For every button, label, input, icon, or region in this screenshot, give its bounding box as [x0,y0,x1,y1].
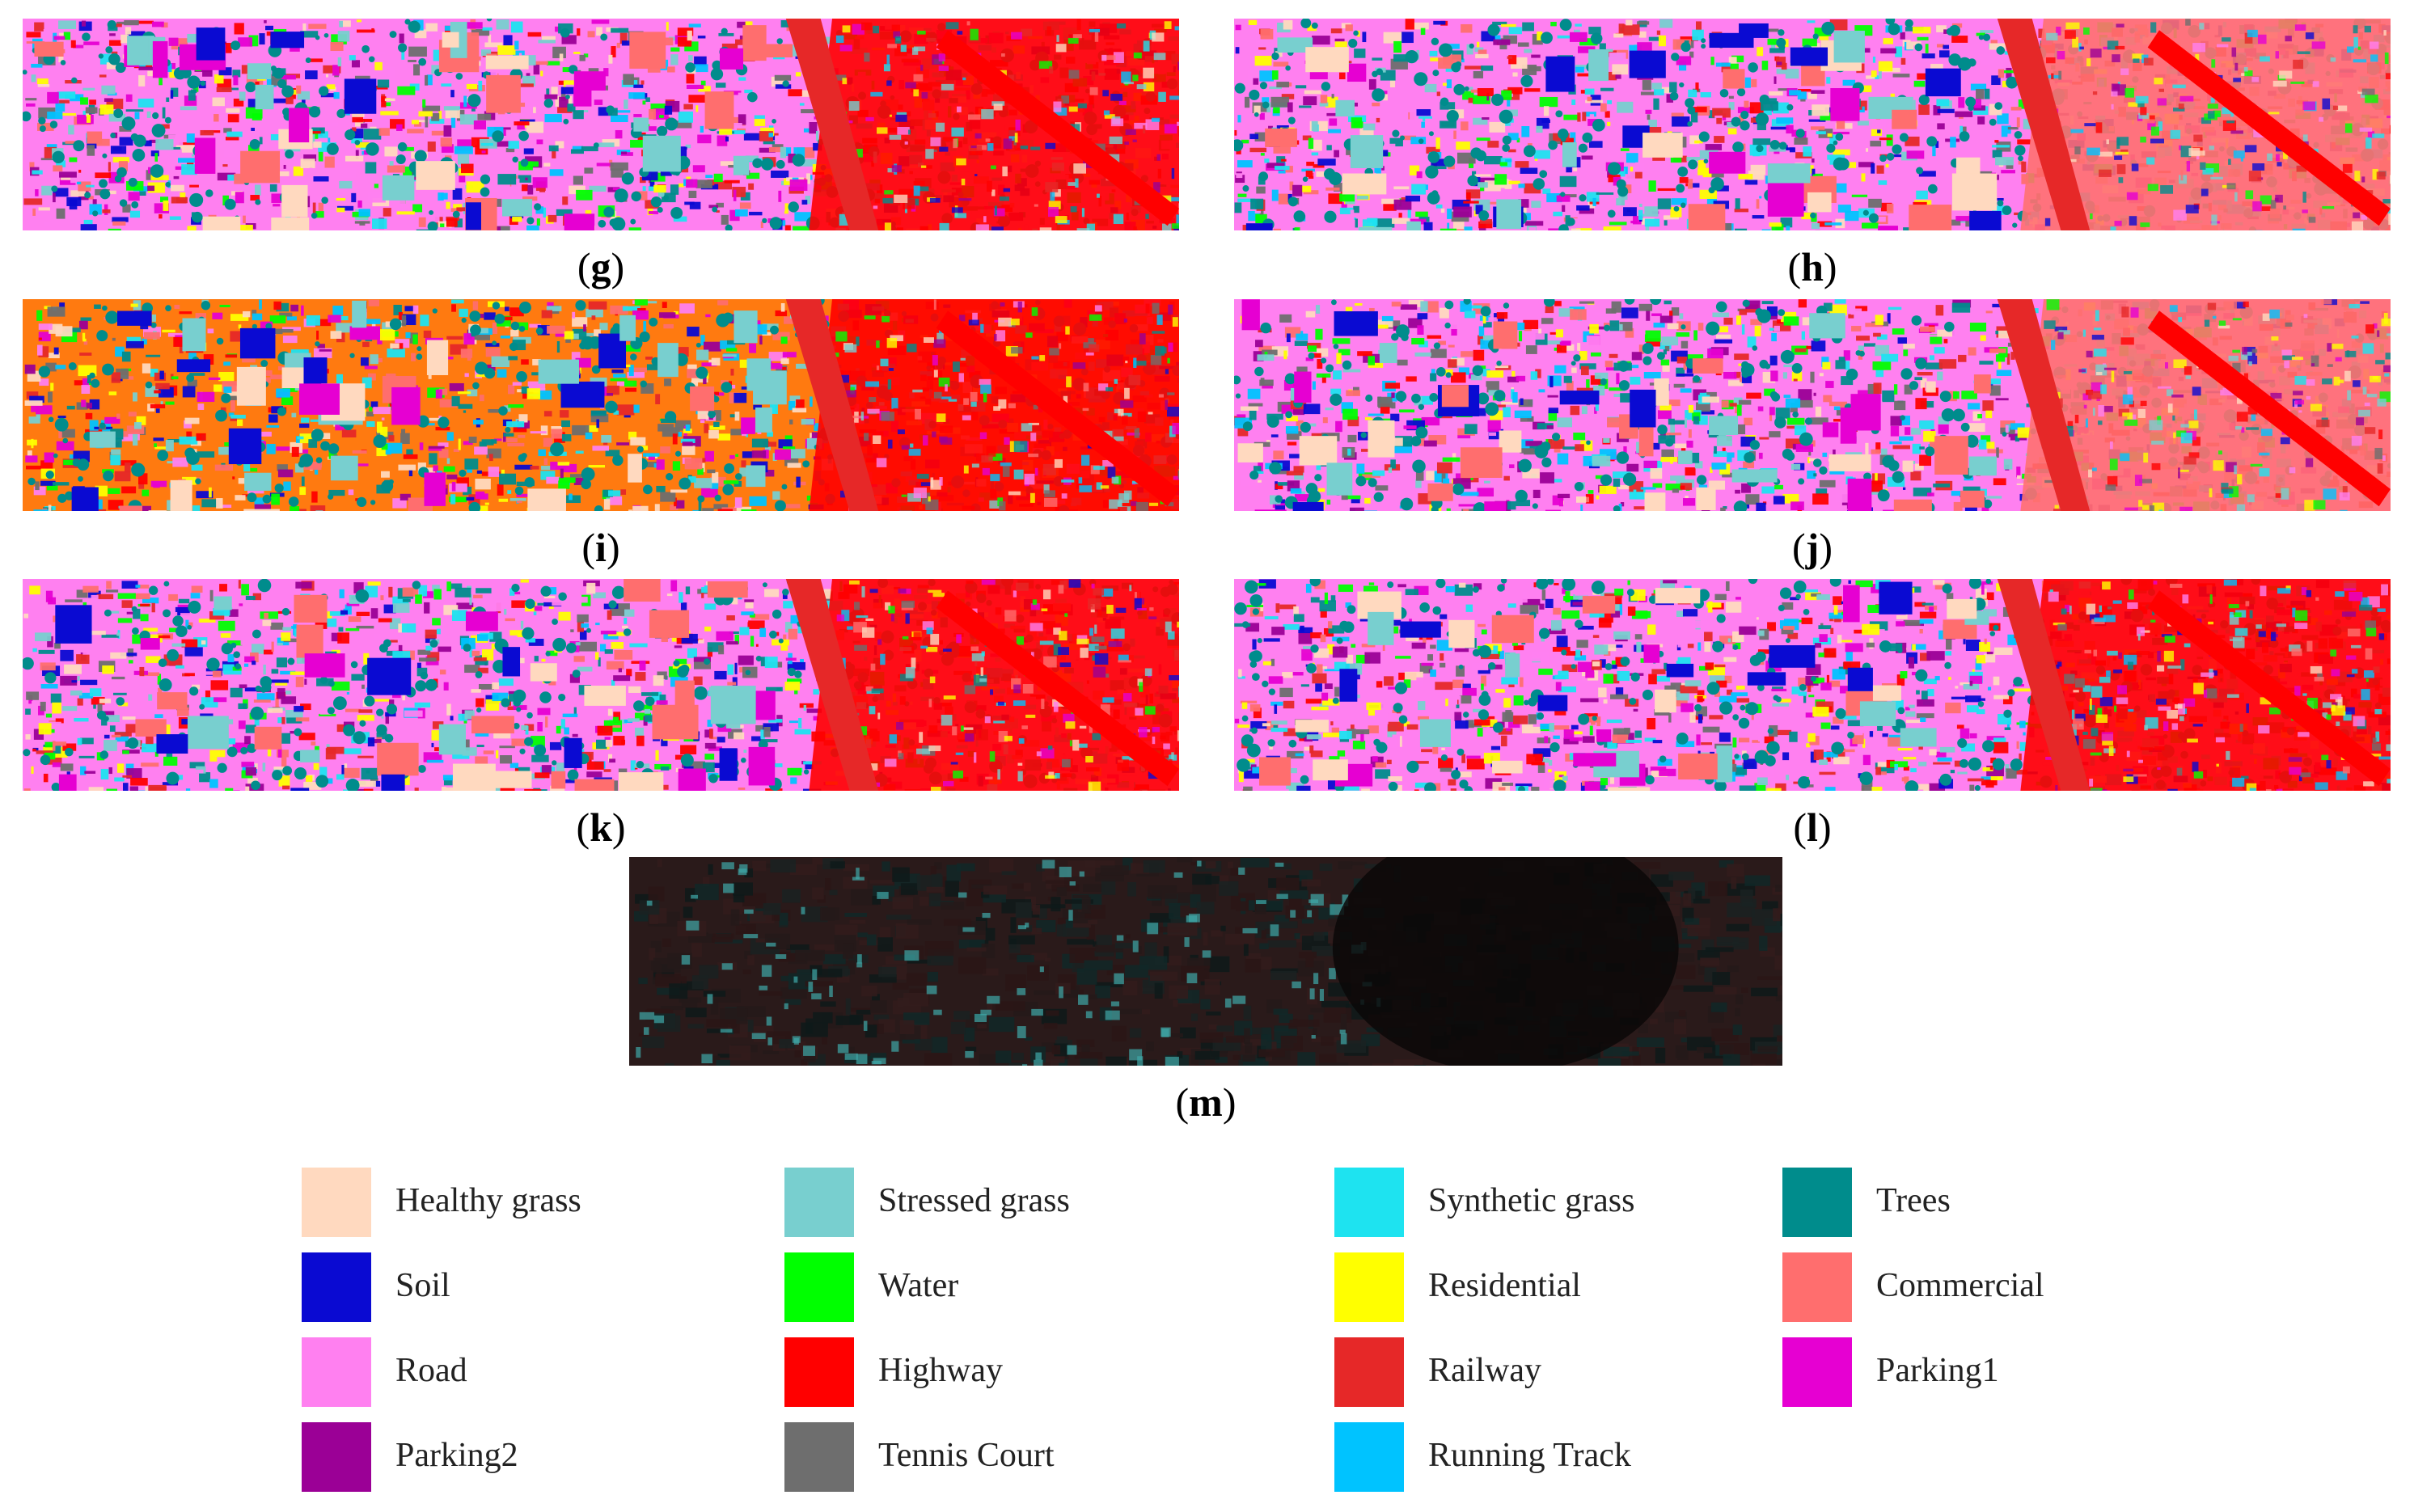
legend-swatch [784,1168,854,1237]
legend-label: Running Track [1428,1437,1631,1474]
legend-swatch [1334,1422,1404,1492]
map-panel-l [1234,579,2391,791]
legend-label: Commercial [1876,1267,2044,1304]
panel-letter: g [590,244,611,289]
legend-label: Highway [878,1352,1003,1389]
map-image-l [1234,579,2391,791]
legend-swatch [1782,1168,1852,1237]
legend-label: Railway [1428,1352,1541,1389]
legend-swatch [784,1252,854,1322]
panel-caption-g: (g) [577,244,625,289]
panel-caption-h: (h) [1787,244,1837,289]
legend-swatch [1334,1168,1404,1237]
legend-label: Trees [1876,1182,1951,1219]
legend-swatch [302,1422,371,1492]
legend-swatch [1782,1252,1852,1322]
legend-label: Tennis Court [878,1437,1055,1474]
panel-caption-j: (j) [1792,525,1833,570]
map-image-g [23,19,1179,230]
panel-letter: i [595,525,607,570]
panel-letter: j [1805,525,1820,570]
map-image-i [23,299,1179,511]
legend-label: Soil [395,1267,450,1304]
legend-swatch [302,1252,371,1322]
legend-swatch [302,1168,371,1237]
legend-swatch [784,1422,854,1492]
map-panel-i [23,299,1179,511]
panel-letter: h [1801,244,1824,289]
panel-caption-i: (i) [581,525,620,570]
legend-swatch [1334,1337,1404,1407]
legend-label: Synthetic grass [1428,1182,1635,1219]
legend-label: Residential [1428,1267,1581,1304]
panel-caption-k: (k) [576,805,626,850]
legend-label: Parking2 [395,1437,518,1474]
panel-caption-m: (m) [1175,1079,1237,1125]
legend-label: Stressed grass [878,1182,1070,1219]
legend-label: Road [395,1352,467,1389]
panel-caption-l: (l) [1793,805,1832,850]
map-image-h [1234,19,2391,230]
map-image-m [629,857,1782,1066]
panel-letter: k [590,805,612,850]
map-panel-g [23,19,1179,230]
map-panel-m [629,857,1782,1066]
legend-swatch [784,1337,854,1407]
legend-label: Healthy grass [395,1182,581,1219]
map-image-k [23,579,1179,791]
legend-label: Water [878,1267,959,1304]
map-panel-k [23,579,1179,791]
panel-letter: m [1189,1079,1223,1125]
panel-letter: l [1807,805,1818,850]
map-image-j [1234,299,2391,511]
map-panel-h [1234,19,2391,230]
legend-label: Parking1 [1876,1352,1999,1389]
legend-swatch [1334,1252,1404,1322]
legend-swatch [1782,1337,1852,1407]
legend-swatch [302,1337,371,1407]
map-panel-j [1234,299,2391,511]
